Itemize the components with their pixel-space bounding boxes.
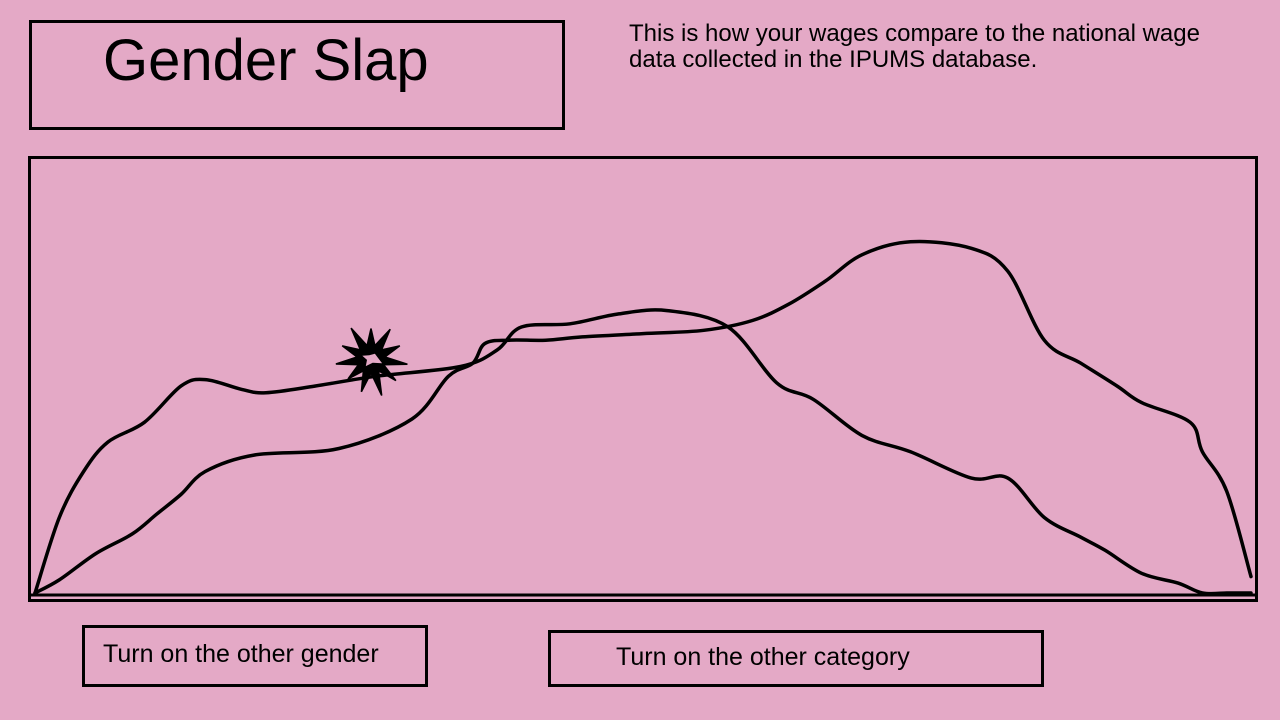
toggle-other-gender-button[interactable]: Turn on the other gender xyxy=(82,625,428,687)
toggle-other-category-button[interactable]: Turn on the other category xyxy=(548,630,1044,687)
wage-curve-series-1 xyxy=(33,308,1253,596)
toggle-other-gender-label: Turn on the other gender xyxy=(103,640,379,668)
title-box: Gender Slap xyxy=(29,20,565,130)
toggle-other-category-label: Turn on the other category xyxy=(616,643,910,671)
page-title: Gender Slap xyxy=(103,28,429,93)
intro-description: This is how your wages compare to the na… xyxy=(629,20,1200,73)
wage-comparison-chart xyxy=(28,156,1258,602)
collision-burst-icon xyxy=(335,327,408,396)
wage-curve-series-2 xyxy=(33,239,1253,595)
chart-canvas xyxy=(31,239,1255,597)
